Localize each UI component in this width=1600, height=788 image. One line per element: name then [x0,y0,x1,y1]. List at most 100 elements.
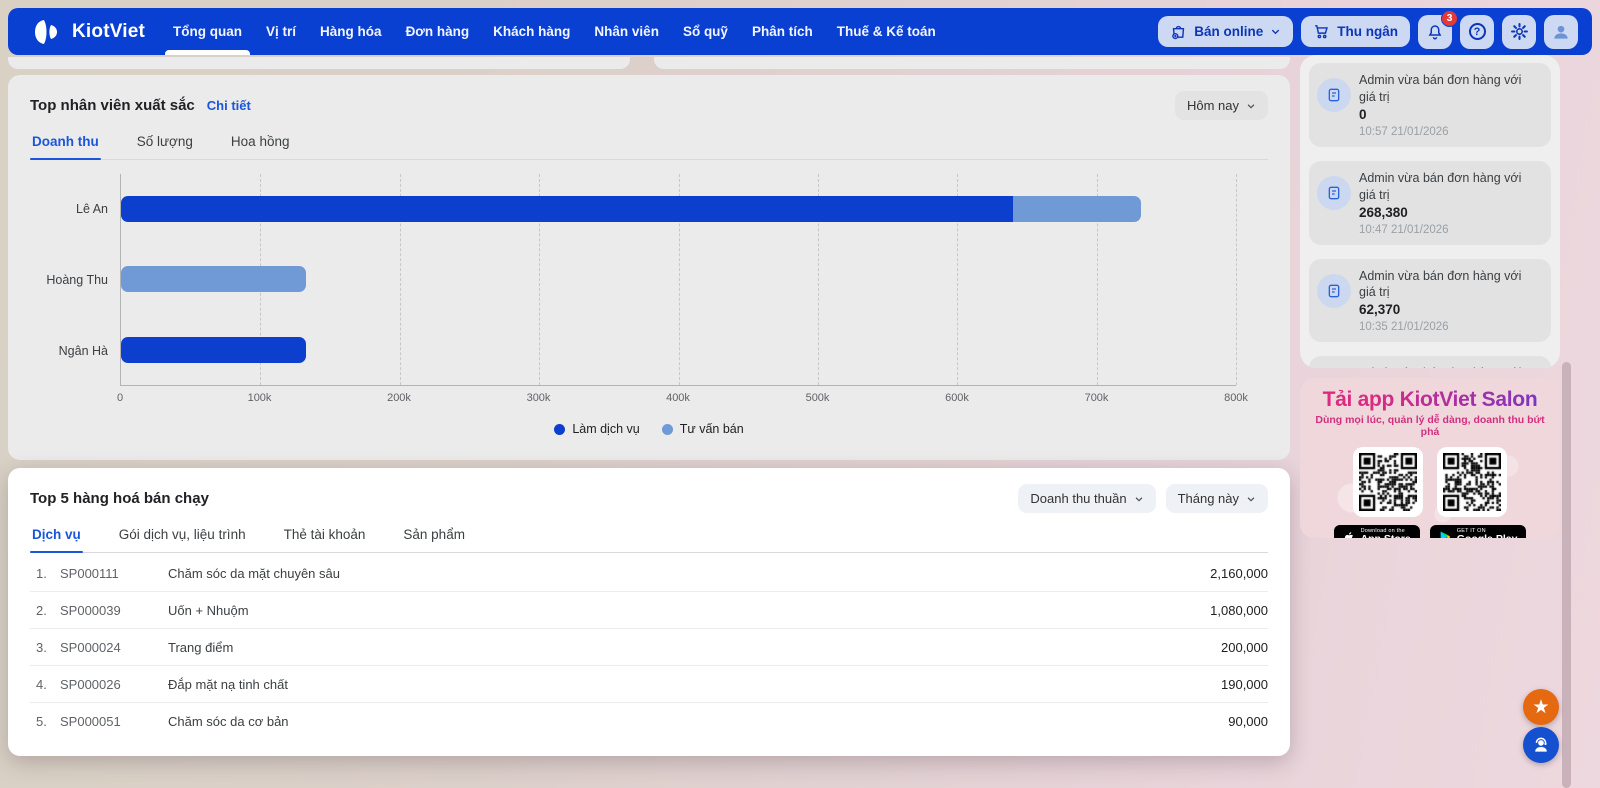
staff-period-dropdown[interactable]: Hôm nay [1174,91,1268,120]
support-fab-button[interactable] [1523,727,1559,763]
top5-tab-0[interactable]: Dịch vụ [30,527,83,553]
product-name: Chăm sóc da mặt chuyên sâu [168,565,340,581]
bar-segment[interactable] [121,336,307,363]
legend-item[interactable]: Tư vấn bán [661,422,744,436]
product-code: SP000026 [60,676,121,692]
main-nav: Tổng quan Vị trí Hàng hóa Đơn hàng Khách… [161,8,948,55]
staff-tab-1[interactable]: Số lượng [136,134,193,149]
ban-online-label: Bán online [1194,24,1264,39]
row-index: 2. [36,602,47,618]
notifications-button[interactable]: 3 [1418,9,1458,49]
product-name: Uốn + Nhuộm [168,602,249,618]
nav-item-5[interactable]: Nhân viên [582,8,671,55]
product-name: Trang điểm [168,639,234,655]
notification-value: 0 [1359,106,1367,122]
top5-tab-3[interactable]: Sản phẩm [403,527,465,542]
order-document-icon [1317,175,1351,210]
chart-plot-area [120,174,1237,386]
notification-value: 62,370 [1359,302,1401,318]
top5-tab-1[interactable]: Gói dịch vụ, liệu trình [118,527,246,542]
appstore-badge[interactable]: Download on the App Store [1333,525,1420,538]
googleplay-badge-top: GET IT ON [1456,527,1486,534]
help-button[interactable]: ? [1460,14,1494,49]
nav-item-7[interactable]: Phân tích [740,8,825,55]
notification-time: 10:47 21/01/2026 [1359,223,1449,236]
active-tab-indicator [165,50,251,55]
x-tick-label: 500k [805,392,830,404]
ban-online-button[interactable]: Bán online [1158,16,1294,47]
gear-icon [1510,23,1528,40]
notification-value: 268,380 [1359,204,1408,220]
apple-icon [1344,531,1353,538]
legend-item[interactable]: Làm dịch vụ [554,422,640,436]
clipped-card-left [8,57,630,69]
qr-code-googleplay [1437,447,1507,517]
gridline [1236,174,1237,385]
notification-message: Admin vừa bán đơn hàng với giá trị [1359,268,1522,300]
staff-tab-2[interactable]: Hoa hồng [230,134,290,149]
notification-message: Admin vừa bán đơn hàng với giá trị [1359,73,1522,104]
notification-item[interactable]: Admin vừa bán đơn hàng với giá trị 133,6… [1309,356,1551,368]
category-label: Hoàng Thu [46,272,108,287]
notification-message: Admin vừa bán đơn hàng với giá trị [1359,170,1522,202]
nav-item-0[interactable]: Tổng quan [161,8,254,55]
nav-item-4[interactable]: Khách hàng [481,8,582,55]
top5-metric-dropdown[interactable]: Doanh thu thuần [1018,484,1156,513]
product-code: SP000039 [60,602,121,618]
nav-item-label: Thuế & Kế toán [836,24,936,39]
page-scrollbar-thumb[interactable] [1562,362,1571,788]
nav-item-1[interactable]: Vị trí [254,8,308,55]
row-index: 3. [36,639,47,655]
settings-button[interactable] [1502,14,1536,49]
activity-feed-panel: Admin vừa bán đơn hàng với giá trị 0 10:… [1300,55,1560,368]
product-code: SP000024 [60,639,121,655]
nav-item-label: Nhân viên [594,24,659,39]
bar-segment[interactable] [121,266,307,293]
top5-card-title: Top 5 hàng hoá bán chạy [30,490,209,507]
nav-item-6[interactable]: Sổ quỹ [671,8,740,55]
bar-segment[interactable] [121,196,1013,223]
notification-item[interactable]: Admin vừa bán đơn hàng với giá trị 0 10:… [1309,63,1551,147]
product-code: SP000111 [60,565,119,581]
nav-item-3[interactable]: Đơn hàng [394,8,482,55]
notification-message: Admin vừa bán đơn hàng với giá trị [1359,365,1541,368]
staff-period-value: Hôm nay [1186,98,1239,113]
top5-period-value: Tháng này [1177,491,1239,506]
x-tick-label: 700k [1084,392,1109,404]
feedback-fab-button[interactable]: ★ [1523,689,1559,725]
staff-card-title: Top nhân viên xuất sắc [30,97,195,114]
account-button[interactable] [1544,14,1578,49]
bar-segment[interactable] [1013,196,1142,223]
table-row: 3. SP000024 Trang điểm 200,000 [30,629,1268,666]
cart-icon [1315,25,1329,39]
x-tick-label: 300k [526,392,551,404]
top5-products-card: Top 5 hàng hoá bán chạy Doanh thu thuần … [8,468,1290,756]
googleplay-badge[interactable]: GET IT ON Google Play [1429,525,1527,538]
nav-item-2[interactable]: Hàng hóa [308,8,394,55]
x-tick-label: 800k [1224,392,1248,404]
staff-detail-link[interactable]: Chi tiết [206,98,251,113]
nav-item-8[interactable]: Thuế & Kế toán [825,8,948,55]
staff-tab-0[interactable]: Doanh thu [30,134,101,160]
top5-period-dropdown[interactable]: Tháng này [1165,484,1268,513]
notification-badge: 3 [1441,9,1458,27]
top5-tab-2[interactable]: Thẻ tài khoản [283,527,366,542]
thu-ngan-button[interactable]: Thu ngân [1301,16,1410,47]
chevron-down-icon [1247,496,1255,502]
product-value: 1,080,000 [1210,602,1268,618]
nav-item-label: Hàng hóa [320,24,382,39]
row-index: 4. [36,676,47,692]
star-icon: ★ [1532,696,1550,718]
brand-name: KiotViet [72,20,146,42]
row-index: 1. [36,565,47,581]
category-label: Lê An [76,202,108,217]
clipped-card-right [654,57,1290,69]
notification-item[interactable]: Admin vừa bán đơn hàng với giá trị 268,3… [1309,160,1551,245]
top5-metric-value: Doanh thu thuần [1030,491,1127,506]
top-staff-card: Top nhân viên xuất sắc Chi tiết Hôm nay … [8,75,1290,460]
bar-row-0 [121,174,1236,244]
nav-item-label: Sổ quỹ [682,24,728,39]
staff-tabs: Doanh thu Số lượng Hoa hồng [30,134,1268,160]
kiotviet-logo[interactable]: KiotViet [34,19,145,45]
notification-item[interactable]: Admin vừa bán đơn hàng với giá trị 62,37… [1309,258,1551,343]
